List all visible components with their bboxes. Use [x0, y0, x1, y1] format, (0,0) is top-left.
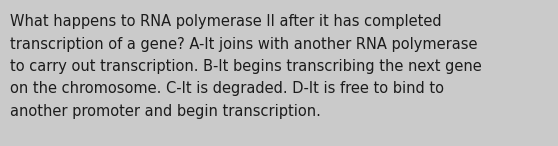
Text: transcription of a gene? A-It joins with another RNA polymerase: transcription of a gene? A-It joins with… — [10, 36, 478, 52]
Text: another promoter and begin transcription.: another promoter and begin transcription… — [10, 104, 321, 119]
Text: on the chromosome. C-It is degraded. D-It is free to bind to: on the chromosome. C-It is degraded. D-I… — [10, 81, 444, 97]
Text: What happens to RNA polymerase II after it has completed: What happens to RNA polymerase II after … — [10, 14, 441, 29]
Text: to carry out transcription. B-It begins transcribing the next gene: to carry out transcription. B-It begins … — [10, 59, 482, 74]
